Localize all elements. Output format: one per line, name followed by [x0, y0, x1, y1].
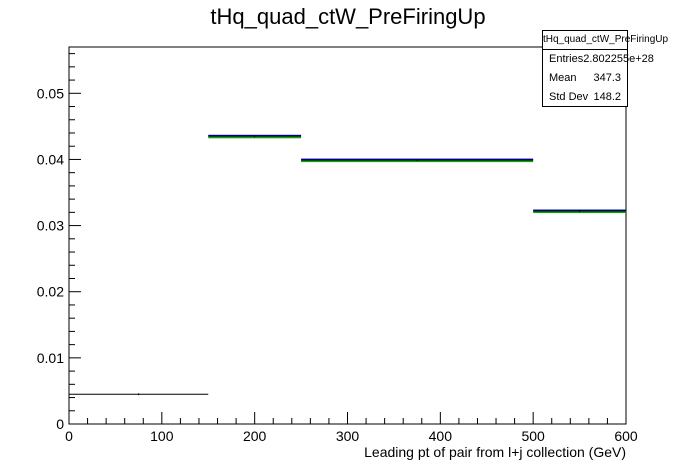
x-tick-label: 100: [150, 428, 174, 444]
x-tick-label: 300: [336, 428, 360, 444]
x-axis-label: Leading pt of pair from l+j collection (…: [364, 444, 626, 460]
stats-mean-label: Mean: [549, 72, 577, 84]
x-tick-label: 200: [243, 428, 267, 444]
stats-stddev-label: Std Dev: [549, 91, 589, 103]
stats-entries-value: 2.802255e+28: [583, 53, 654, 65]
bin-lower-band: [301, 160, 534, 163]
bin-lower-band: [533, 211, 626, 214]
y-tick-label: 0.05: [37, 85, 64, 101]
x-tick-label: 400: [429, 428, 453, 444]
x-tick-label: 0: [65, 428, 73, 444]
stats-box: tHq_quad_ctW_PreFiringUp Entries 2.80225…: [542, 30, 668, 107]
stats-mean-row: Mean 347.3: [543, 69, 627, 88]
stats-title: tHq_quad_ctW_PreFiringUp: [543, 31, 668, 50]
y-tick-label: 0.01: [37, 350, 64, 366]
histogram-bin-1: [208, 134, 302, 139]
histogram-bin-3: [533, 209, 626, 214]
y-tick-label: 0: [56, 416, 64, 432]
stats-entries-label: Entries: [549, 53, 584, 65]
y-tick-label: 0.02: [37, 284, 64, 300]
x-tick-label: 500: [521, 428, 545, 444]
bin-lower-band: [208, 136, 302, 139]
stats-stddev-value: 148.2: [593, 91, 621, 103]
y-tick-label: 0.04: [37, 151, 64, 167]
histogram-bin-0: [69, 393, 209, 396]
stats-entries-row: Entries 2.802255e+28: [543, 50, 654, 69]
y-tick-label: 0.03: [37, 218, 64, 234]
stats-stddev-row: Std Dev 148.2: [543, 88, 627, 107]
stats-mean-value: 347.3: [593, 72, 621, 84]
histogram-bin-2: [301, 158, 534, 163]
x-tick-label: 600: [614, 428, 638, 444]
chart-title: tHq_quad_ctW_PreFiringUp: [210, 4, 486, 29]
